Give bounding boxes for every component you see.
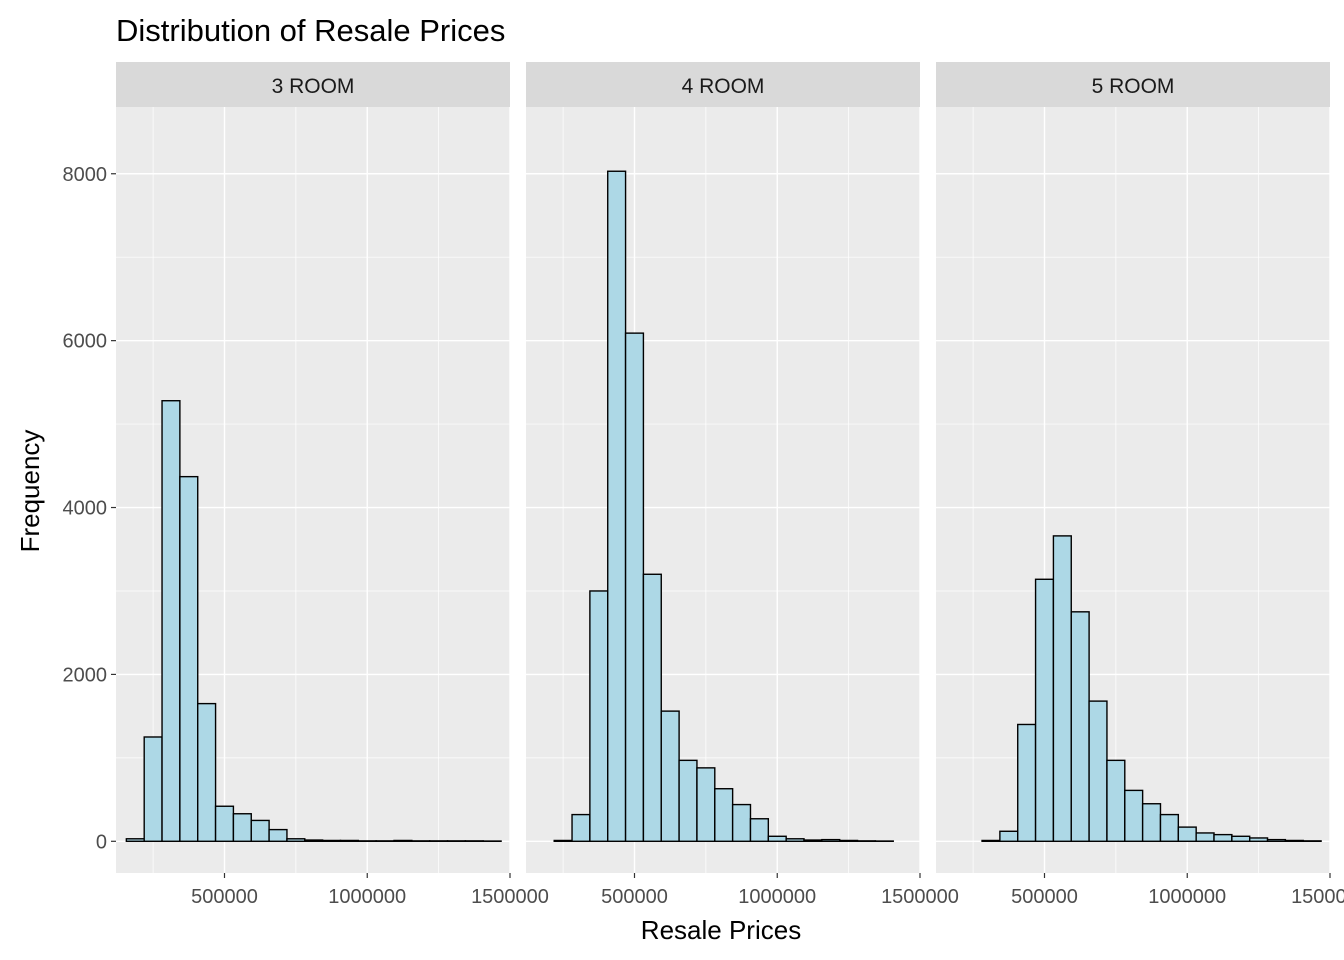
facet-panel: 3 ROOM 500000 1000000 1500000 [116, 62, 549, 908]
histogram-bar [624, 332, 645, 842]
histogram-bar [1052, 535, 1072, 842]
facet-strip [936, 62, 1330, 107]
histogram-bar [179, 475, 199, 842]
histogram-bar [1159, 813, 1180, 842]
histogram-bar [1195, 832, 1215, 842]
x-tick-label: 1000000 [738, 886, 816, 908]
facet-panel: 5 ROOM 500000 1000000 1500000 [936, 62, 1344, 908]
y-axis: 0 2000 4000 6000 8000 [63, 164, 116, 853]
histogram-bar [696, 767, 716, 842]
histogram-bar [1141, 803, 1162, 842]
y-tick-label: 2000 [63, 664, 108, 686]
histogram-bar [660, 710, 680, 842]
x-tick-label: 1000000 [1148, 886, 1226, 908]
histogram-bar [731, 803, 752, 842]
histogram-bar [839, 839, 859, 842]
histogram-bar [214, 805, 235, 842]
histogram-bar [1124, 789, 1144, 842]
x-tick-label: 500000 [601, 886, 668, 908]
histogram-bar [785, 838, 805, 842]
histogram-bar [821, 838, 841, 842]
histogram-bar [1088, 700, 1108, 842]
histogram-bar [268, 828, 288, 842]
histogram-bar [232, 813, 252, 842]
x-tick-label: 1000000 [328, 886, 406, 908]
y-axis-title: Frequency [15, 430, 45, 553]
histogram-bar [321, 839, 342, 842]
histogram-bar [767, 835, 787, 842]
histogram-bar [393, 839, 413, 842]
histogram-bar [749, 818, 770, 842]
x-tick-label: 1500000 [881, 886, 959, 908]
histogram-bar [339, 839, 360, 842]
panel-background [936, 107, 1330, 873]
facet-label: 3 ROOM [272, 75, 355, 98]
facet-label: 5 ROOM [1092, 75, 1175, 98]
facet-panels: 3 ROOM 500000 1000000 1500000 4 ROOM 500000 10… [116, 62, 1344, 908]
histogram-bar [1213, 833, 1233, 842]
histogram-bar [161, 400, 181, 842]
histogram-bar [1177, 826, 1197, 842]
facet-strip [116, 62, 510, 107]
y-tick-label: 6000 [63, 331, 108, 353]
facet-panel: 4 ROOM 500000 1000000 1500000 [526, 62, 959, 908]
x-axis-title: Resale Prices [641, 915, 801, 945]
histogram-bar [304, 839, 324, 842]
histogram-bar [197, 702, 217, 842]
histogram-bar [125, 838, 145, 842]
y-tick-label: 8000 [63, 164, 108, 186]
histogram-bar [1284, 839, 1304, 842]
histogram-bar [250, 819, 270, 842]
histogram-bar [1249, 837, 1269, 842]
chart-title: Distribution of Resale Prices [116, 13, 505, 48]
y-tick-label: 0 [96, 831, 107, 853]
histogram-bar [1266, 838, 1287, 842]
histogram-bar [714, 788, 734, 842]
facet-strip [526, 62, 920, 107]
x-tick-label: 1500000 [471, 886, 549, 908]
histogram-bar [999, 830, 1019, 842]
histogram-bar [803, 839, 823, 842]
histogram-bar [1231, 835, 1251, 842]
histogram-bar [1017, 723, 1037, 842]
histogram-bar [553, 839, 573, 842]
x-tick-label: 500000 [1011, 886, 1078, 908]
histogram-bar [1070, 611, 1090, 842]
facet-label: 4 ROOM [682, 75, 765, 98]
x-tick-label: 500000 [191, 886, 258, 908]
histogram-bar [589, 590, 609, 842]
histogram-bar [1106, 759, 1126, 842]
histogram-bar [981, 839, 1001, 842]
histogram-bar [1034, 578, 1055, 842]
histogram-bar [607, 170, 627, 842]
histogram-bar [678, 759, 698, 842]
histogram-bar [286, 838, 306, 842]
histogram-bar [571, 813, 591, 842]
x-tick-label: 1500000 [1291, 886, 1344, 908]
histogram-bar [642, 573, 662, 842]
y-tick-label: 4000 [63, 498, 108, 520]
histogram-bar [143, 736, 163, 842]
